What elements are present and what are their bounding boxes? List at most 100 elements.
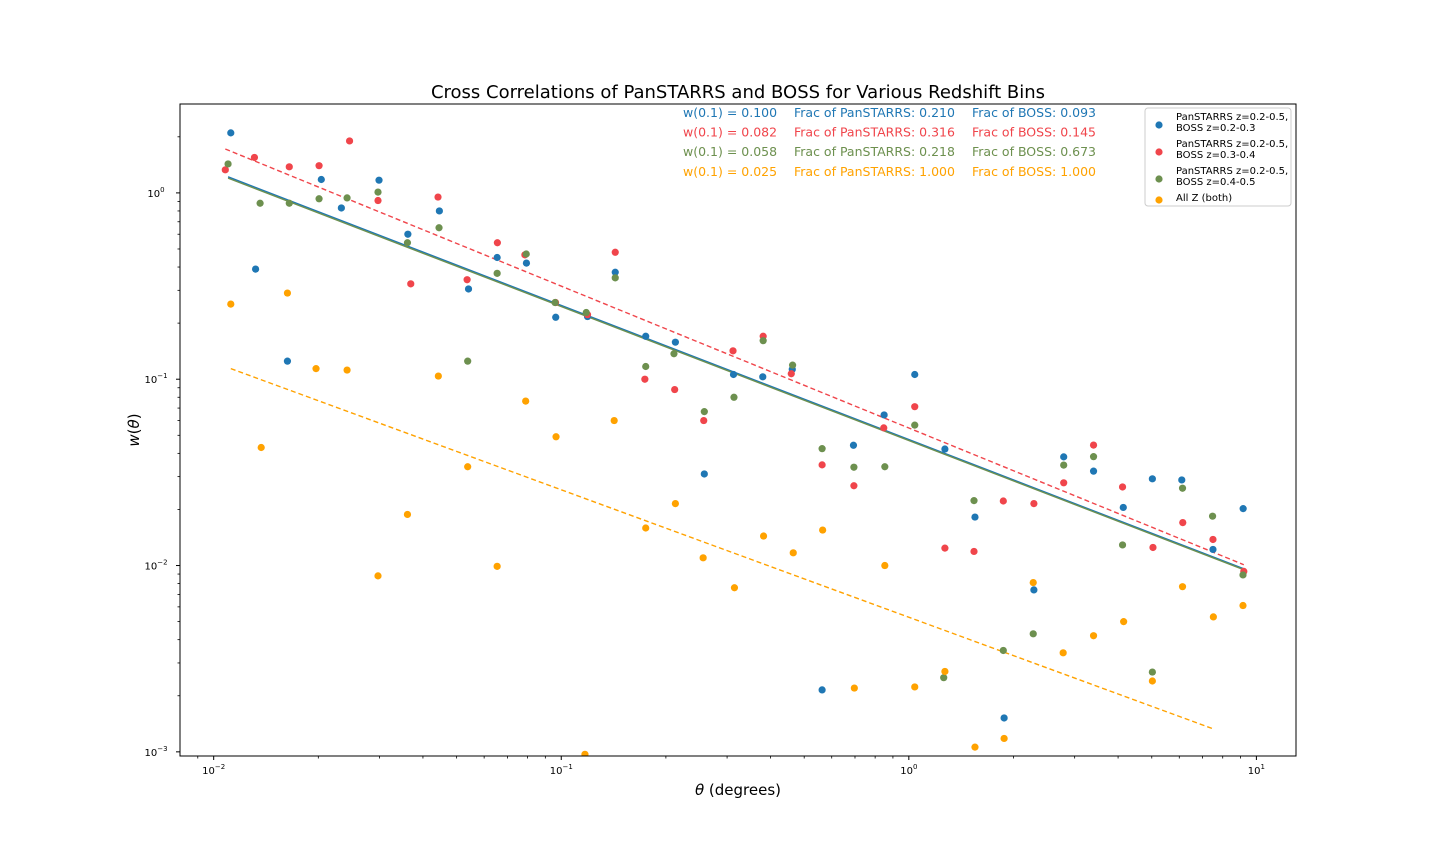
- data-point-series-1: [849, 441, 858, 449]
- annotation-frac-boss-series-2: Frac of BOSS: 0.145: [972, 125, 1096, 140]
- data-point-series-4: [671, 499, 679, 508]
- data-point-series-3: [1060, 461, 1068, 469]
- data-point-series-2: [1179, 518, 1187, 527]
- y-tick-label: 10−1: [144, 372, 167, 386]
- data-point-series-1: [1089, 467, 1098, 475]
- data-point-series-2: [729, 347, 737, 355]
- data-point-series-2: [493, 239, 501, 247]
- data-point-series-1: [611, 268, 619, 276]
- data-point-series-4: [1209, 613, 1217, 621]
- data-point-series-1: [493, 253, 501, 262]
- data-point-series-4: [1120, 618, 1128, 626]
- annotation-w01-series-1: w(0.1) = 0.100: [683, 105, 777, 120]
- data-point-series-1: [435, 207, 443, 215]
- data-point-series-4: [610, 416, 618, 425]
- data-point-series-1: [759, 373, 767, 381]
- legend-marker-series-4: [1155, 196, 1163, 204]
- legend-label-series-3: PanSTARRS z=0.2-0.5, BOSS z=0.4-0.5: [1176, 166, 1288, 188]
- axis-ticks: 10−2 10−1 100 101 10−3 10−2 10−1 100: [144, 136, 1265, 777]
- annotation-frac-boss-series-1: Frac of BOSS: 0.093: [972, 105, 1096, 120]
- data-point-series-1: [642, 332, 650, 340]
- data-point-series-3: [315, 195, 323, 203]
- data-point-series-4: [581, 750, 589, 756]
- data-point-series-1: [1178, 476, 1186, 484]
- data-point-series-4: [642, 524, 650, 532]
- data-point-series-4: [1178, 583, 1187, 591]
- x-axis-label: θ (degrees): [695, 781, 781, 799]
- data-point-series-3: [642, 362, 650, 371]
- data-point-series-4: [850, 684, 858, 692]
- legend-label-series-4: All Z (both): [1176, 193, 1232, 204]
- data-point-series-1: [941, 445, 949, 453]
- data-point-series-3: [224, 160, 232, 168]
- data-point-series-4: [257, 443, 265, 452]
- annotation-frac-panstarrs-series-3: Frac of PanSTARRS: 0.218: [794, 144, 955, 159]
- data-point-series-4: [283, 289, 292, 297]
- data-point-series-4: [1148, 677, 1156, 685]
- data-point-series-2: [463, 276, 471, 284]
- y-tick-label: 10−3: [144, 745, 167, 759]
- data-point-series-3: [374, 188, 382, 196]
- data-point-series-4: [1029, 578, 1037, 587]
- data-point-series-3: [1118, 541, 1127, 549]
- data-point-series-1: [818, 686, 826, 694]
- data-point-series-4: [312, 365, 320, 373]
- data-point-series-4: [941, 667, 949, 676]
- annotation-w01-series-4: w(0.1) = 0.025: [683, 164, 777, 179]
- data-point-series-2: [374, 196, 382, 205]
- data-point-series-2: [345, 137, 354, 145]
- data-point-series-3: [850, 463, 858, 471]
- data-point-series-1: [227, 129, 235, 137]
- data-point-series-4: [881, 561, 889, 570]
- annotation-w01-series-3: w(0.1) = 0.058: [683, 144, 777, 159]
- data-point-series-3: [940, 674, 948, 682]
- data-point-series-1: [375, 176, 383, 184]
- data-point-series-1: [1239, 505, 1247, 513]
- data-point-series-1: [1060, 453, 1068, 461]
- data-point-series-3: [1029, 630, 1037, 638]
- data-point-series-3: [1178, 484, 1187, 492]
- annotation-frac-panstarrs-series-1: Frac of PanSTARRS: 0.210: [794, 105, 955, 120]
- data-point-series-1: [1030, 586, 1038, 594]
- data-point-series-2: [970, 547, 978, 556]
- fit-annotations: w(0.1) = 0.100 Frac of PanSTARRS: 0.210 Fr…: [683, 105, 1096, 179]
- data-point-series-3: [435, 224, 443, 232]
- annotation-frac-boss-series-3: Frac of BOSS: 0.673: [972, 144, 1096, 159]
- data-point-series-3: [818, 445, 826, 453]
- data-point-series-2: [700, 416, 708, 425]
- data-point-series-2: [434, 193, 442, 201]
- data-point-series-1: [1209, 545, 1217, 554]
- data-point-series-1: [337, 204, 345, 212]
- data-point-series-2: [911, 403, 919, 411]
- data-point-series-4: [789, 549, 797, 557]
- y-tick-label: 100: [147, 186, 164, 200]
- data-point-series-3: [1239, 571, 1247, 579]
- x-tick-label: 100: [900, 763, 917, 777]
- data-point-series-1: [283, 357, 292, 365]
- data-point-series-3: [464, 357, 472, 365]
- data-point-series-4: [434, 372, 442, 380]
- data-point-series-2: [315, 162, 323, 170]
- legend: PanSTARRS z=0.2-0.5, BOSS z=0.2-0.3 PanSTA…: [1144, 107, 1292, 207]
- data-point-series-2: [671, 385, 679, 394]
- data-point-series-1: [671, 338, 679, 346]
- data-point-series-4: [699, 554, 707, 562]
- data-point-series-4: [552, 433, 560, 441]
- data-point-series-1: [971, 513, 979, 521]
- data-point-series-4: [971, 743, 979, 751]
- data-point-series-1: [404, 230, 412, 238]
- data-point-series-4: [819, 526, 827, 534]
- data-point-series-3: [700, 408, 708, 416]
- data-point-series-2: [641, 375, 649, 383]
- data-point-series-2: [1149, 543, 1157, 552]
- data-point-series-4: [227, 300, 235, 308]
- data-point-series-2: [850, 482, 858, 490]
- data-point-series-3: [493, 269, 501, 277]
- data-point-series-3: [285, 199, 293, 207]
- data-point-series-3: [522, 250, 530, 258]
- data-point-series-2: [221, 166, 229, 174]
- data-point-series-1: [317, 175, 325, 184]
- data-point-series-4: [730, 584, 739, 592]
- data-point-series-1: [700, 470, 708, 478]
- annotation-frac-boss-series-4: Frac of BOSS: 1.000: [972, 164, 1096, 179]
